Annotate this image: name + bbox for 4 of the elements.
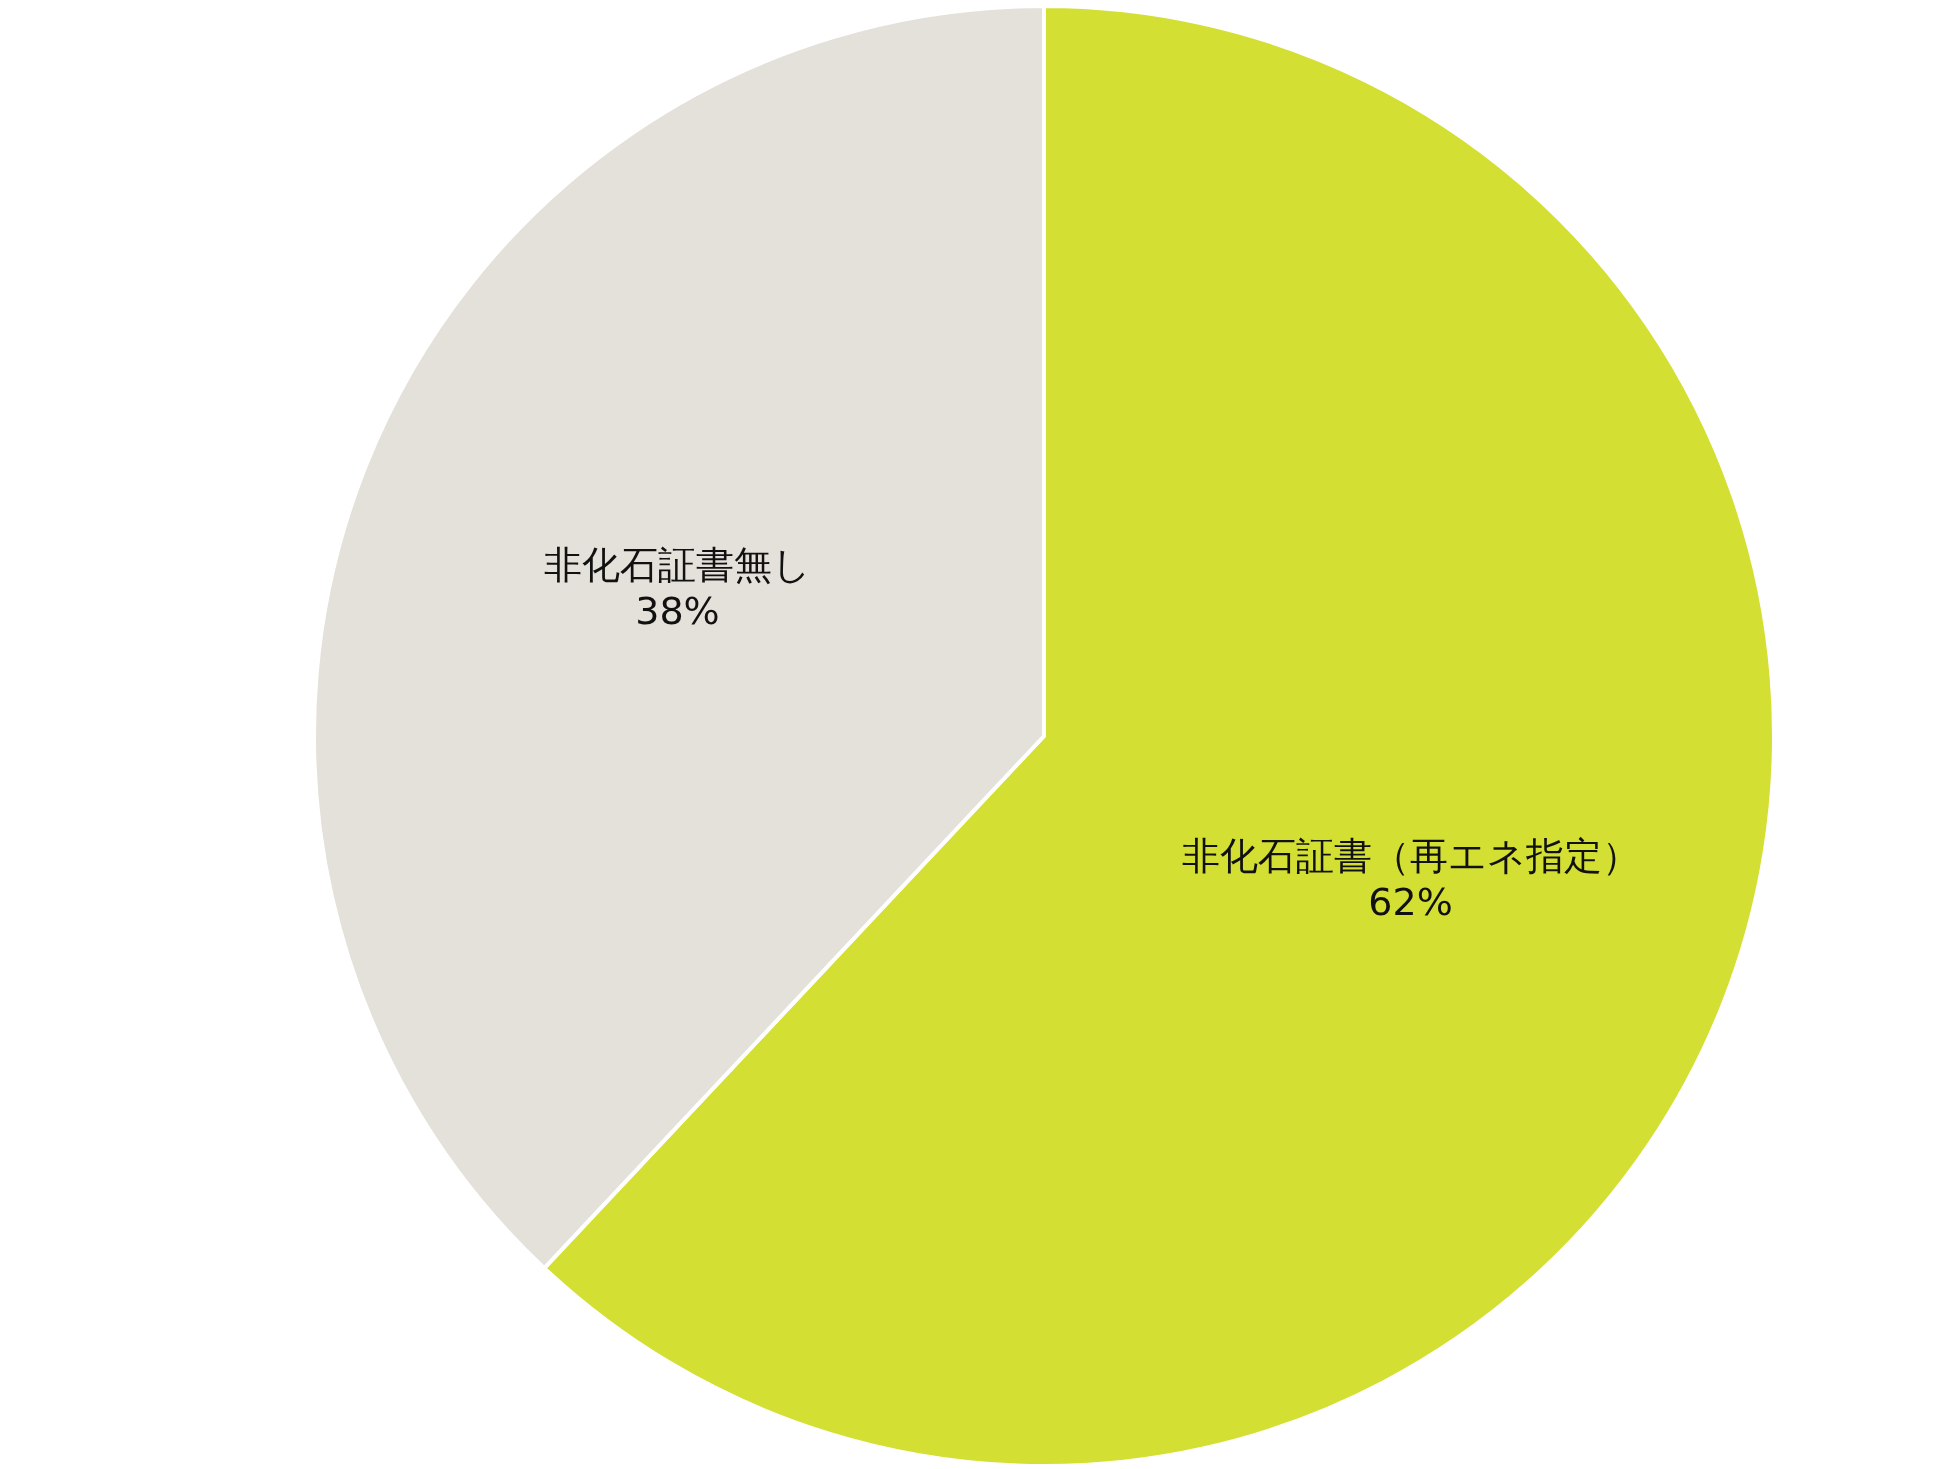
slice-label: 非化石証書無し (543, 543, 811, 588)
data-label: 38% (635, 589, 720, 634)
slice-label: 非化石証書（再エネ指定） (1181, 833, 1640, 878)
data-label: 62% (1368, 879, 1453, 924)
